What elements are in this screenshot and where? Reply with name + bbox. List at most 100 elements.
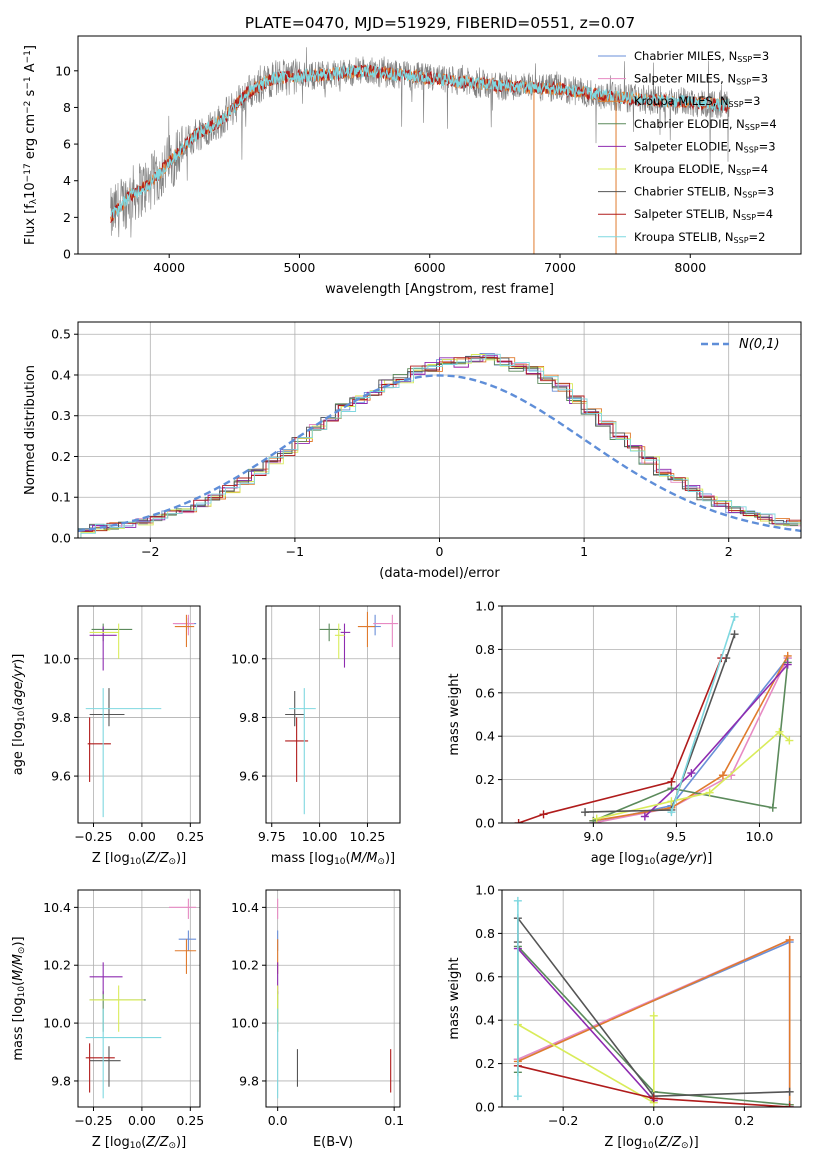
x-tick-label: 2 xyxy=(725,544,733,559)
series-point-marker xyxy=(785,736,794,745)
y-tick-label: 0.8 xyxy=(475,926,495,941)
errorbar-point-kroupa-miles xyxy=(174,939,197,974)
errorbar-point-kroupa-miles xyxy=(174,614,195,648)
x-tick-label: 0.2 xyxy=(734,1113,754,1128)
axes-frame xyxy=(77,889,201,1108)
y-tick-label: 10.0 xyxy=(231,651,259,666)
errorbar-point-kroupa-elodie xyxy=(334,623,345,659)
axes-frame xyxy=(501,889,802,1108)
series-point-marker xyxy=(649,1094,658,1103)
errorbar-point-chabrier-miles xyxy=(178,930,197,951)
y-tick-label: 0.4 xyxy=(475,1013,495,1028)
errorbar-point-kroupa-miles xyxy=(357,611,376,648)
legend-entry-salpeter-stelib: Salpeter STELIB, NSSP=4 xyxy=(634,207,773,222)
x-tick-label: 9.0 xyxy=(583,829,603,844)
x-tick-label: 0.25 xyxy=(176,829,204,844)
axes-frame xyxy=(265,889,401,1108)
plot-area xyxy=(277,898,392,1099)
x-axis-label: Z [log10(Z/Z⊙)] xyxy=(92,851,186,867)
x-axis-label: (data-model)/error xyxy=(379,566,500,581)
series-point-marker xyxy=(539,810,548,819)
y-tick-label: 10.2 xyxy=(231,958,259,973)
series-point-marker xyxy=(730,630,739,639)
series-point-marker xyxy=(649,1011,658,1020)
series-line xyxy=(670,616,736,813)
x-tick-label: 10.25 xyxy=(350,829,386,844)
x-tick-label: 6000 xyxy=(414,260,446,275)
x-tick-label: −0.25 xyxy=(74,829,112,844)
y-tick-label: 4 xyxy=(63,173,71,188)
mass-weight-series-kroupa-stelib xyxy=(667,612,739,817)
x-tick-label: 0.25 xyxy=(176,1113,204,1128)
x-tick-label: 0.00 xyxy=(128,1113,156,1128)
series-point-marker xyxy=(785,935,794,944)
series-point-marker xyxy=(667,777,676,786)
y-tick-label: 1.0 xyxy=(475,599,495,614)
x-tick-label: 0.00 xyxy=(128,829,156,844)
series-point-marker xyxy=(783,660,792,669)
y-tick-label: 10 xyxy=(55,63,71,78)
series-line xyxy=(593,657,789,823)
errorbar-point-salpeter-miles xyxy=(169,898,197,919)
y-tick-label: 9.8 xyxy=(239,1073,259,1088)
plot-area xyxy=(513,896,794,1107)
x-tick-label: 10.00 xyxy=(302,829,338,844)
errorbar-point-chabrier-stelib xyxy=(89,688,125,727)
legend-entry-chabrier-stelib: Chabrier STELIB, NSSP=3 xyxy=(634,185,774,200)
errorbar-point-kroupa-elodie xyxy=(89,623,120,659)
x-tick-label: 0 xyxy=(436,544,444,559)
y-tick-label: 0.2 xyxy=(51,449,71,464)
errorbar-point-kroupa-elodie xyxy=(89,985,144,1032)
age-vs-metallicity-plot: −0.25 0.00 0.25 9.6 9.8 10.0 Z [log10(Z/Z⊙)] ag… xyxy=(11,605,204,867)
mass-vs-ebv-plot: 0.0 0.1 9.8 10.0 10.2 10.4 E(B-V) xyxy=(231,889,404,1150)
x-tick-label: −0.2 xyxy=(548,1113,578,1128)
plot-area xyxy=(85,898,197,1099)
series-point-marker xyxy=(687,769,696,778)
y-tick-label: 10.0 xyxy=(43,1016,71,1031)
series-point-marker xyxy=(513,1092,522,1101)
y-tick-label: 0.0 xyxy=(475,1100,495,1115)
errorbar-point-kroupa-stelib xyxy=(85,688,162,818)
series-point-marker xyxy=(513,896,522,905)
errorbar-point-salpeter-elodie xyxy=(340,623,351,668)
y-axis-label: Normed distribution xyxy=(23,365,38,495)
x-tick-label: 7000 xyxy=(544,260,576,275)
figure-title: PLATE=0470, MJD=51929, FIBERID=0551, z=0… xyxy=(245,14,635,32)
residual-histogram-salpeter-stelib xyxy=(78,357,801,538)
x-tick-label: 0.0 xyxy=(644,1113,664,1128)
x-tick-label: 4000 xyxy=(153,260,185,275)
x-tick-label: 9.75 xyxy=(258,829,286,844)
x-tick-label: 5000 xyxy=(284,260,316,275)
grid-lines xyxy=(78,606,200,823)
x-axis-label: age [log10(age/yr)] xyxy=(591,851,713,867)
errorbar-point-salpeter-miles xyxy=(172,614,195,636)
series-point-marker xyxy=(581,808,590,817)
model-spectrum-kroupa-stelib xyxy=(110,64,730,219)
y-tick-label: 0.6 xyxy=(475,969,495,984)
legend-entry-salpeter-elodie: Salpeter ELODIE, NSSP=3 xyxy=(634,139,776,154)
series-line xyxy=(585,633,736,813)
axes-frame xyxy=(501,605,802,824)
age-vs-mass-plot: 9.75 10.00 10.25 9.6 9.8 10.0 mass [log10(M/M⊙… xyxy=(231,605,401,867)
errorbar-point-chabrier-elodie xyxy=(319,623,341,642)
y-tick-label: 0.4 xyxy=(51,367,71,382)
x-tick-label: 0.1 xyxy=(384,1113,404,1128)
residual-histogram-chabrier-stelib xyxy=(78,356,799,532)
legend-entry-normal: N(0,1) xyxy=(739,337,780,352)
mass-weight-series-salpeter-elodie xyxy=(640,660,792,821)
y-tick-label: 8 xyxy=(63,100,71,115)
x-axis-label: wavelength [Angstrom, rest frame] xyxy=(325,282,554,297)
series-line xyxy=(518,657,723,823)
axes-frame xyxy=(77,605,201,824)
residual-histogram-plot: −2 −1 0 1 2 0.0 0.1 0.2 0.3 0.4 0.5 N(0,1) (data-mod… xyxy=(23,321,802,581)
x-tick-label: −2 xyxy=(141,544,159,559)
legend-entry-chabrier-miles: Chabrier MILES, NSSP=3 xyxy=(634,49,769,64)
y-tick-label: 9.8 xyxy=(239,710,259,725)
series-point-marker xyxy=(667,808,676,817)
spectrum-legend: Chabrier MILES, NSSP=3 Salpeter MILES, NS… xyxy=(598,49,777,245)
y-tick-label: 0.5 xyxy=(51,327,71,342)
y-tick-label: 0.4 xyxy=(475,729,495,744)
errorbar-point-salpeter-elodie xyxy=(89,626,117,671)
series-line xyxy=(593,662,789,822)
